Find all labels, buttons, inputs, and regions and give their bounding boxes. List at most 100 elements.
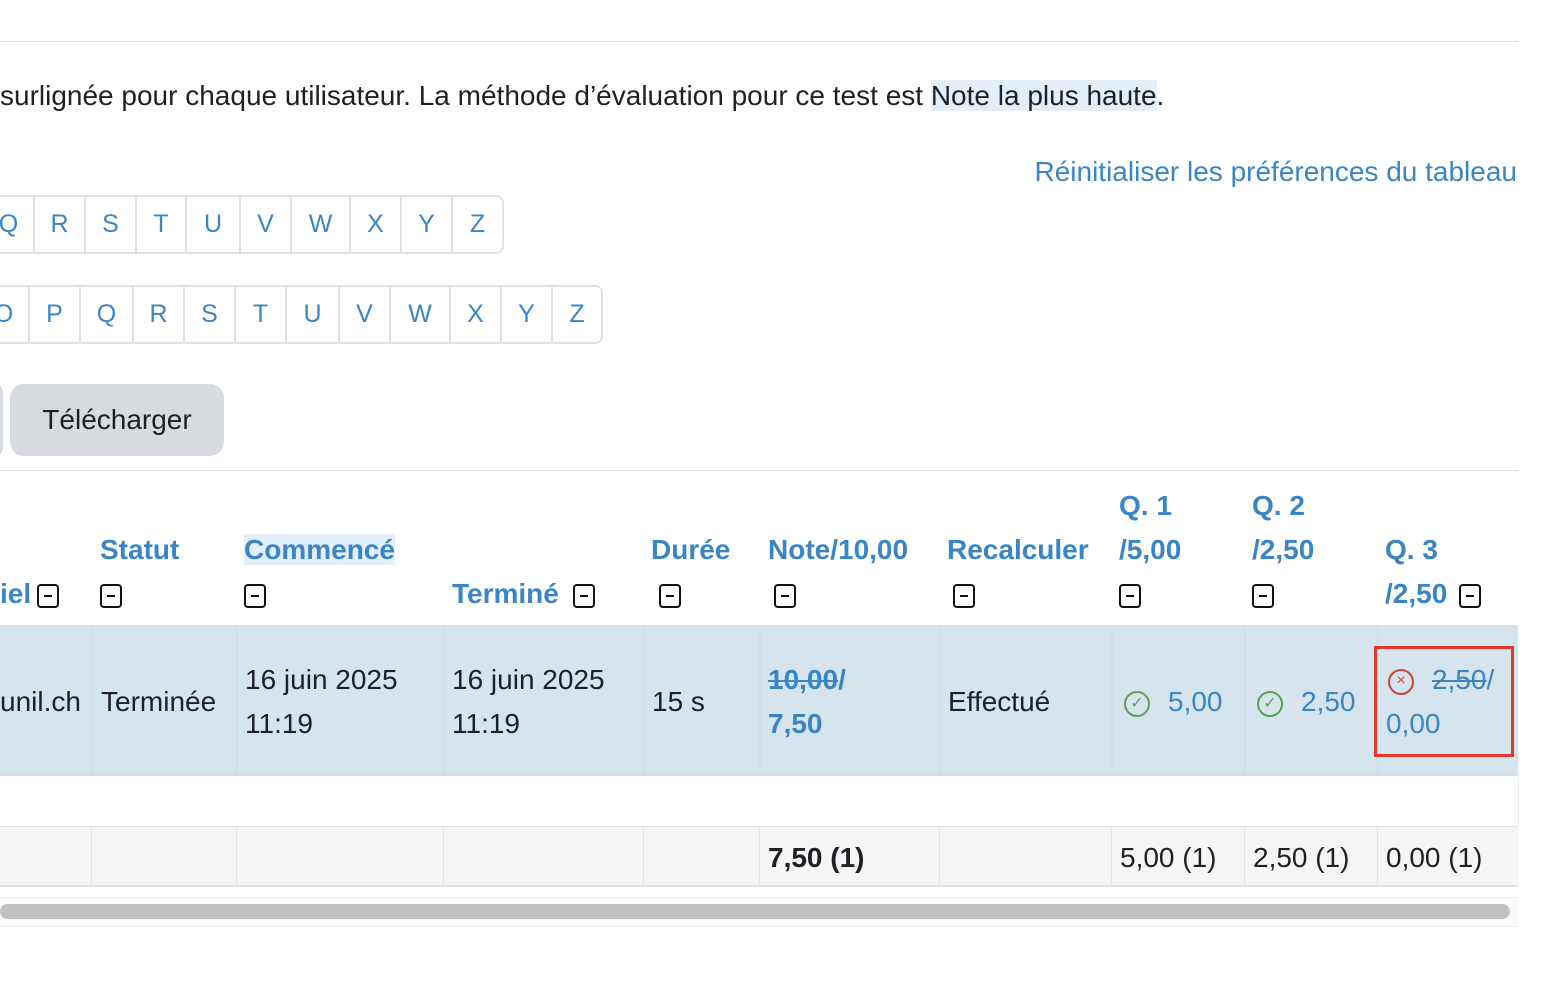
download-button[interactable]: Télécharger (10, 384, 224, 456)
column-divider (643, 627, 645, 773)
reset-table-preferences-link[interactable]: Réinitialiser les préférences du tableau (1034, 156, 1518, 187)
footer-q2: 2,50 (1) (1253, 842, 1350, 873)
horizontal-scrollbar-thumb[interactable] (0, 904, 1510, 919)
initial-letter[interactable]: T (135, 197, 185, 252)
column-divider (236, 627, 238, 773)
initial-letter[interactable]: P (28, 287, 79, 342)
collapse-column-icon[interactable] (244, 583, 266, 608)
initial-letter[interactable]: Y (500, 287, 551, 342)
initial-letter[interactable]: R (33, 197, 84, 252)
initial-letter[interactable]: S (183, 287, 234, 342)
initial-letter[interactable]: V (239, 197, 290, 252)
header-started[interactable]: Commencé (244, 528, 395, 616)
column-divider (236, 826, 237, 887)
q2-score[interactable]: 2,50 (1301, 686, 1356, 717)
intro-text: surlignée pour chaque utilisateur. La mé… (0, 80, 1164, 112)
initial-letter[interactable]: U (185, 197, 239, 252)
header-q3-label[interactable]: Q. 3 (1385, 534, 1438, 565)
x-circle-icon: × (1388, 668, 1414, 695)
initial-letter[interactable]: W (290, 197, 349, 252)
header-grade-label[interactable]: Note/10,00 (768, 534, 909, 565)
grade-new[interactable]: 7,50 (768, 708, 823, 739)
header-regrade[interactable]: Recalculer (947, 528, 1089, 616)
header-q1-label[interactable]: Q. 1 (1119, 490, 1172, 521)
intro-text-after: . (1156, 80, 1165, 111)
header-status[interactable]: Statut (100, 528, 179, 616)
footer-q1: 5,00 (1) (1120, 842, 1217, 873)
column-divider (759, 627, 761, 773)
header-q3-max: /2,50 (1385, 578, 1448, 609)
initial-letter[interactable]: O (0, 287, 28, 342)
collapse-column-icon[interactable] (37, 583, 60, 608)
column-divider (1244, 627, 1246, 773)
lastname-initials-bar: O P Q R S T U V W X Y Z (0, 285, 603, 344)
initial-letter[interactable]: T (234, 287, 285, 342)
finished-time: 11:19 (452, 708, 520, 739)
header-q2[interactable]: Q. 2/2,50 (1252, 484, 1314, 616)
initial-letter[interactable]: W (389, 287, 449, 342)
initial-letter[interactable]: Q (79, 287, 132, 342)
column-divider (1244, 826, 1245, 887)
cell-q2[interactable]: ✓ 2,50 (1257, 680, 1356, 724)
footer-q3: 0,00 (1) (1386, 842, 1483, 873)
initial-letter[interactable]: Z (451, 197, 502, 252)
header-q1[interactable]: Q. 1/5,00 (1119, 484, 1181, 616)
q3-old-score: 2,50 (1432, 664, 1487, 695)
column-divider (91, 826, 92, 887)
collapse-column-icon[interactable] (659, 583, 681, 608)
previous-button[interactable] (0, 384, 3, 456)
header-q2-label[interactable]: Q. 2 (1252, 490, 1305, 521)
header-duration[interactable]: Durée (651, 528, 730, 616)
q3-new-score[interactable]: 0,00 (1386, 708, 1441, 739)
header-grade[interactable]: Note/10,00 (768, 528, 908, 616)
header-regrade-label[interactable]: Recalculer (947, 534, 1089, 565)
collapse-column-icon[interactable] (774, 583, 796, 608)
highlight-annotation-box (1374, 646, 1514, 757)
initial-letter[interactable]: V (338, 287, 389, 342)
column-divider (643, 826, 644, 887)
intro-text-before: surlignée pour chaque utilisateur. La mé… (0, 80, 931, 111)
collapse-column-icon[interactable] (1459, 583, 1482, 608)
table-empty-row (0, 776, 1519, 826)
initial-letter[interactable]: Y (400, 197, 451, 252)
initial-letter[interactable]: X (449, 287, 500, 342)
header-status-label[interactable]: Statut (100, 534, 180, 565)
cell-email[interactable]: unil.ch (0, 686, 81, 717)
initial-letter[interactable]: Z (551, 287, 601, 342)
initial-letter[interactable]: Q (0, 197, 33, 252)
firstname-initials-bar: Q R S T U V W X Y Z (0, 195, 504, 254)
cell-status: Terminée (101, 686, 217, 717)
cell-q1[interactable]: ✓ 5,00 (1124, 680, 1223, 724)
collapse-column-icon[interactable] (572, 583, 595, 608)
header-finished[interactable]: Terminé (452, 572, 595, 616)
divider (0, 470, 1518, 471)
column-divider (443, 826, 444, 887)
collapse-column-icon[interactable] (100, 583, 122, 608)
cell-q3[interactable]: × 2,50/0,00 (1386, 658, 1494, 746)
q1-score[interactable]: 5,00 (1168, 686, 1223, 717)
started-time: 11:19 (245, 708, 313, 739)
cell-duration: 15 s (652, 686, 705, 717)
cell-grade[interactable]: 10,00/7,50 (768, 658, 846, 746)
initial-letter[interactable]: U (285, 287, 338, 342)
header-q3[interactable]: Q. 3/2,50 (1385, 528, 1482, 616)
header-finished-label[interactable]: Terminé (452, 578, 559, 609)
collapse-column-icon[interactable] (1252, 583, 1274, 608)
header-email[interactable]: iel (0, 572, 60, 616)
header-email-label[interactable]: iel (0, 578, 32, 609)
initial-letter[interactable]: S (84, 197, 135, 252)
initial-letter[interactable]: R (132, 287, 183, 342)
check-circle-icon: ✓ (1124, 690, 1150, 717)
grading-method: Note la plus haute (930, 80, 1157, 111)
initial-letter[interactable]: X (349, 197, 400, 252)
header-duration-label[interactable]: Durée (651, 534, 731, 565)
finished-date: 16 juin 2025 (452, 664, 605, 695)
cell-started: 16 juin 2025 11:19 (245, 658, 398, 746)
collapse-column-icon[interactable] (1119, 583, 1141, 608)
collapse-column-icon[interactable] (953, 583, 975, 608)
column-divider (1377, 627, 1379, 773)
column-divider (939, 826, 940, 887)
column-divider (1111, 627, 1113, 773)
header-started-label[interactable]: Commencé (244, 534, 395, 565)
cell-finished: 16 juin 2025 11:19 (452, 658, 605, 746)
